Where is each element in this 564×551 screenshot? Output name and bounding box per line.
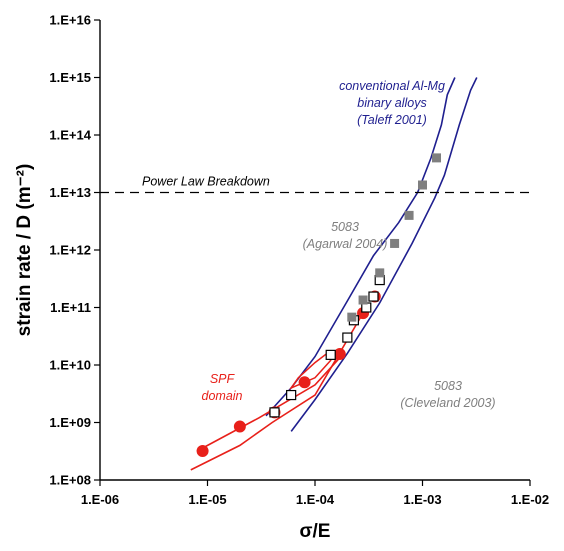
y-tick-label: 1.E+13 — [49, 185, 91, 200]
model-curve — [290, 77, 478, 432]
data-point-square — [432, 153, 442, 163]
titles-layer: σ/E strain rate / D (m⁻²) — [14, 164, 330, 542]
data-point-square — [390, 238, 400, 248]
annotation-cleveland: 5083 — [434, 379, 462, 393]
data-point-square — [347, 312, 357, 322]
y-tick-label: 1.E+12 — [49, 243, 91, 258]
data-point-square — [358, 295, 368, 305]
spf-domain-outline — [289, 352, 332, 390]
x-tick-label: 1.E-03 — [403, 492, 441, 507]
data-point-circle — [298, 376, 311, 389]
y-axis-title: strain rate / D (m⁻²) — [14, 164, 35, 337]
data-point-square-open — [342, 332, 353, 343]
ticks-layer: 1.E+08 1.E+09 1.E+10 1.E+11 1.E+12 1.E+13 1.E+… — [49, 13, 549, 508]
annotation-cleveland: (Cleveland 2003) — [400, 396, 495, 410]
data-point-square-open — [368, 291, 379, 302]
threshold-layer: Power Law Breakdown — [100, 175, 530, 194]
curves-layer — [190, 77, 478, 471]
y-tick-label: 1.E+10 — [49, 358, 91, 373]
y-tick-label: 1.E+14 — [49, 128, 91, 143]
x-tick-label: 1.E-06 — [81, 492, 119, 507]
data-point-circle — [196, 444, 209, 457]
x-tick-label: 1.E-04 — [296, 492, 335, 507]
data-point-square-open — [269, 407, 280, 418]
y-tick-label: 1.E+15 — [49, 70, 91, 85]
annotation-conventional: conventional Al-Mg — [339, 79, 445, 93]
y-tick-label: 1.E+11 — [50, 300, 91, 315]
data-point-square — [375, 268, 385, 278]
data-point-square-open — [325, 349, 336, 360]
annotations-layer: conventional Al-Mg binary alloys (Taleff 2… — [202, 79, 496, 410]
model-curve — [196, 354, 343, 452]
annotation-spf: SPF — [210, 372, 236, 386]
data-point-square-open — [286, 389, 297, 401]
model-curve — [190, 307, 367, 471]
x-tick-label: 1.E-05 — [188, 492, 226, 507]
data-point-circle — [333, 348, 346, 361]
annotation-conventional: binary alloys — [357, 96, 426, 110]
y-tick-label: 1.E+09 — [49, 415, 91, 430]
power-law-breakdown-label: Power Law Breakdown — [142, 175, 270, 189]
data-point-square — [404, 210, 414, 220]
data-point-square — [418, 180, 427, 190]
model-curve — [265, 77, 456, 417]
y-tick-label: 1.E+08 — [49, 473, 91, 488]
x-axis-title: σ/E — [300, 521, 331, 542]
annotation-spf: domain — [202, 389, 243, 403]
data-point-circle — [233, 420, 246, 433]
annotation-conventional: (Taleff 2001) — [357, 113, 427, 127]
annotation-agarwal: 5083 — [331, 220, 359, 234]
annotation-agarwal: (Agarwal 2004) — [303, 237, 388, 251]
y-tick-label: 1.E+16 — [49, 13, 91, 28]
x-tick-label: 1.E-02 — [511, 492, 549, 507]
points-layer — [196, 153, 442, 457]
